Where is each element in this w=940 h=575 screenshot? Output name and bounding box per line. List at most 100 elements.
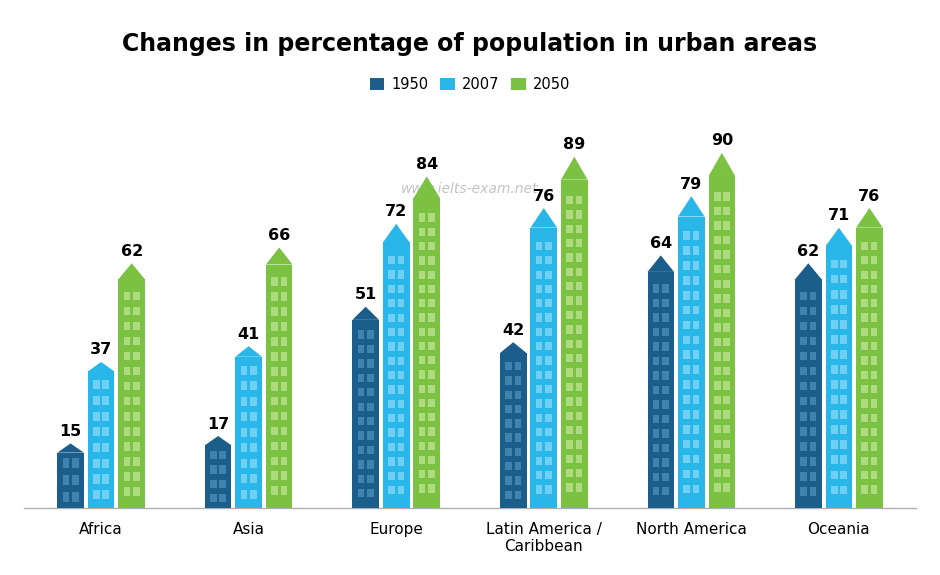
Bar <box>652 473 660 481</box>
Bar <box>398 486 404 494</box>
Bar <box>840 411 847 419</box>
Text: 66: 66 <box>268 228 290 243</box>
Bar <box>566 440 573 448</box>
Bar <box>428 470 435 478</box>
Bar <box>545 270 552 279</box>
Bar <box>575 440 582 448</box>
Bar <box>723 352 729 361</box>
Bar <box>545 442 552 451</box>
Bar <box>575 484 582 492</box>
Bar <box>713 352 721 361</box>
Bar <box>280 322 288 331</box>
Bar <box>358 359 365 367</box>
Bar <box>840 365 847 374</box>
Bar <box>840 486 847 494</box>
Bar <box>358 388 365 396</box>
Bar <box>505 462 512 470</box>
Bar <box>800 457 807 466</box>
Bar <box>388 299 395 308</box>
Bar <box>795 279 822 508</box>
Bar <box>831 365 838 374</box>
Bar <box>398 414 404 423</box>
Bar <box>514 391 521 399</box>
Bar <box>383 243 410 508</box>
Bar <box>358 460 365 469</box>
Polygon shape <box>118 263 145 279</box>
Bar <box>428 256 435 264</box>
Polygon shape <box>678 196 705 217</box>
Bar <box>367 489 374 497</box>
Bar <box>536 400 542 408</box>
Polygon shape <box>856 208 883 228</box>
Bar <box>566 225 573 233</box>
Bar <box>536 414 542 422</box>
Bar <box>723 323 729 332</box>
Bar <box>419 299 426 307</box>
Bar <box>358 474 365 483</box>
Bar <box>505 476 512 485</box>
Bar <box>831 426 838 434</box>
Bar <box>713 309 721 317</box>
Bar <box>566 239 573 247</box>
Bar <box>566 469 573 477</box>
Bar <box>831 335 838 344</box>
Bar <box>219 480 227 488</box>
Polygon shape <box>235 346 262 356</box>
Bar <box>575 282 582 290</box>
Bar <box>870 428 877 436</box>
Bar <box>575 297 582 305</box>
Bar <box>280 292 288 301</box>
Bar <box>800 397 807 405</box>
Bar <box>809 382 816 390</box>
Bar <box>870 356 877 365</box>
Bar <box>870 371 877 379</box>
Bar <box>652 313 660 322</box>
Bar <box>545 414 552 422</box>
Bar <box>530 228 557 508</box>
Bar <box>358 345 365 353</box>
Bar <box>713 469 721 477</box>
Bar <box>419 328 426 336</box>
Bar <box>358 331 365 339</box>
Bar <box>575 469 582 477</box>
Bar <box>272 486 278 495</box>
Bar <box>133 457 140 466</box>
Bar <box>272 367 278 375</box>
Bar <box>840 305 847 313</box>
Bar <box>693 470 699 478</box>
Bar <box>388 342 395 351</box>
Bar <box>133 472 140 481</box>
Bar <box>870 270 877 279</box>
Bar <box>536 313 542 322</box>
Bar <box>809 292 816 300</box>
Bar <box>861 342 869 350</box>
Bar <box>536 242 542 250</box>
Bar <box>102 396 109 405</box>
Bar <box>419 270 426 279</box>
Bar <box>514 434 521 442</box>
Bar <box>71 476 79 485</box>
Bar <box>102 380 109 389</box>
Bar <box>272 277 278 286</box>
Polygon shape <box>414 177 440 198</box>
Bar <box>693 246 699 255</box>
Bar <box>662 487 668 496</box>
Bar <box>713 265 721 274</box>
Bar <box>561 179 588 508</box>
Bar <box>652 285 660 293</box>
Bar <box>266 264 292 508</box>
Bar <box>566 268 573 276</box>
Bar <box>662 299 668 307</box>
Bar <box>398 428 404 437</box>
Bar <box>272 397 278 405</box>
Bar <box>800 336 807 346</box>
Bar <box>428 342 435 350</box>
Bar <box>211 451 217 459</box>
Bar <box>652 371 660 380</box>
Bar <box>388 328 395 336</box>
Bar <box>419 427 426 435</box>
Bar <box>428 399 435 407</box>
Bar <box>723 425 729 434</box>
Bar <box>536 428 542 436</box>
Bar <box>861 485 869 494</box>
